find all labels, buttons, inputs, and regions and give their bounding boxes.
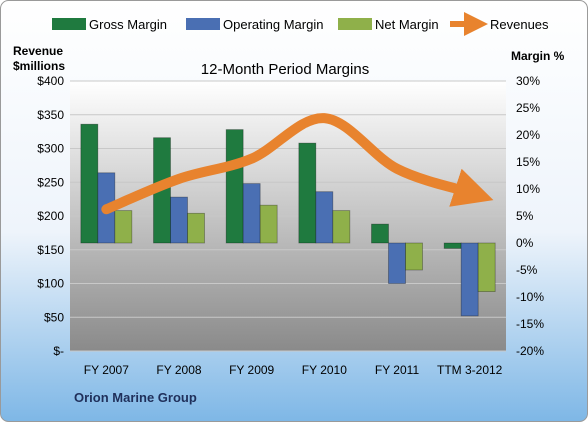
x-tick-label: FY 2008 [156, 363, 201, 377]
bar-operating-margin [170, 196, 188, 244]
legend-label-revenues: Revenues [490, 17, 549, 32]
right-tick-label: -15% [516, 317, 544, 331]
right-tick-label: -10% [516, 290, 544, 304]
legend-label-net: Net Margin [375, 17, 439, 32]
legend-swatch-net [338, 18, 372, 30]
x-axis-ticks: FY 2007 FY 2008 FY 2009 FY 2010 FY 2011 TTM 3… [84, 363, 503, 377]
bar-gross-margin [443, 242, 462, 249]
right-tick-label: 25% [516, 101, 540, 115]
bar-gross-margin [80, 123, 99, 244]
legend-swatch-operating [186, 18, 220, 30]
revenue-line [101, 113, 494, 215]
right-tick-label: -5% [516, 263, 538, 277]
x-tick-label: TTM 3-2012 [437, 363, 503, 377]
left-axis-label-line2: $millions [13, 59, 65, 73]
x-tick-label: FY 2010 [302, 363, 347, 377]
legend-label-operating: Operating Margin [223, 17, 323, 32]
right-axis-ticks: 30% 25% 20% 15% 10% 5% 0% -5% -10% -15% -20% [516, 74, 544, 358]
left-axis-label-line1: Revenue [13, 44, 63, 58]
bar-net-margin [332, 210, 351, 244]
bar-net-margin [187, 212, 205, 244]
left-tick-label: $- [53, 344, 64, 358]
bar-operating-margin [388, 242, 406, 284]
right-tick-label: 20% [516, 128, 540, 142]
left-tick-label: $150 [37, 243, 64, 257]
right-axis-label: Margin % [511, 49, 565, 63]
left-tick-label: $200 [37, 209, 64, 223]
right-tick-label: 30% [516, 74, 540, 88]
left-tick-label: $250 [37, 175, 64, 189]
bar-gross-margin [225, 129, 244, 244]
bar-operating-margin [315, 191, 334, 244]
right-tick-label: 0% [516, 236, 534, 250]
left-tick-label: $300 [37, 142, 64, 156]
right-tick-label: 5% [516, 209, 534, 223]
x-tick-label: FY 2009 [229, 363, 274, 377]
left-tick-label: $400 [37, 74, 64, 88]
left-tick-label: $350 [37, 108, 64, 122]
chart-title: 12-Month Period Margins [201, 61, 369, 78]
right-tick-label: 10% [516, 182, 540, 196]
right-tick-label: 15% [516, 155, 540, 169]
bar-net-margin [477, 242, 496, 292]
left-axis-ticks: $400 $350 $300 $250 $200 $150 $100 $50 $- [37, 74, 64, 358]
bar-gross-margin [298, 142, 317, 244]
legend-label-gross: Gross Margin [89, 17, 167, 32]
legend-swatch-gross [52, 18, 86, 30]
bar-net-margin [259, 204, 278, 244]
x-tick-label: FY 2007 [84, 363, 129, 377]
company-name: Orion Marine Group [74, 390, 197, 405]
bar-gross-margin [371, 223, 389, 244]
bar-net-margin [114, 210, 133, 244]
bar-operating-margin [460, 242, 479, 317]
right-tick-label: -20% [516, 344, 544, 358]
legend: Gross Margin Operating Margin Net Margin… [52, 12, 549, 36]
bar-net-margin [405, 242, 423, 271]
bar-operating-margin [242, 183, 261, 244]
x-tick-label: FY 2011 [375, 363, 420, 377]
left-tick-label: $100 [37, 277, 64, 291]
left-tick-label: $50 [44, 310, 64, 324]
